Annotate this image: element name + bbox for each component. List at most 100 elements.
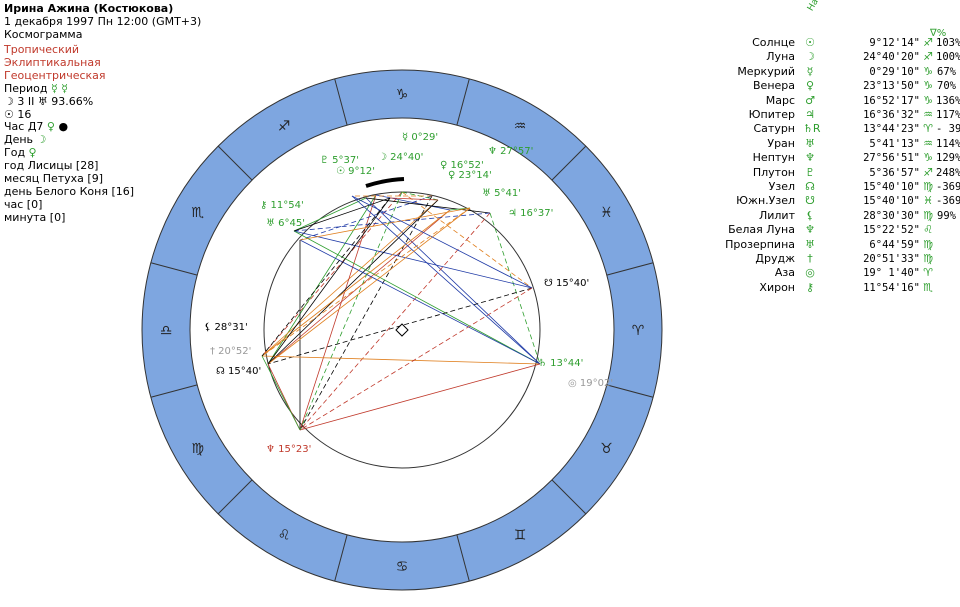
sun-row: ☉ 16	[4, 107, 134, 122]
aspect-line	[261, 197, 391, 357]
aspect-line	[261, 355, 541, 365]
planet-name: Венера	[753, 79, 795, 93]
sun-value: 16	[17, 107, 32, 121]
chart-planet-label: ☽ 24°40'	[378, 152, 423, 163]
chart-planet-label: ☋ 15°40'	[544, 278, 589, 289]
aspect-line	[375, 194, 451, 211]
planet-degree: 20°51'33"	[863, 253, 920, 265]
planet-name: Луна	[766, 50, 795, 64]
info-panel: Тропический Эклиптикальная Геоцентрическ…	[4, 43, 134, 225]
planet-degree: 15°22'52"	[863, 224, 920, 237]
planet-degree: 5°41'13"	[869, 137, 920, 150]
planet-row: Хирон ⚷ 11°54'16" ♏	[700, 281, 956, 295]
period-glyphs: ☿ ☿	[51, 81, 69, 95]
planet-glyph-icon: ♅	[805, 237, 815, 251]
zodiac-sign-glyph: ♉	[600, 441, 613, 457]
planet-percent: 67%	[937, 65, 956, 78]
planet-degree: 6°44'59"	[869, 238, 920, 251]
chart-planet-label: ♄ 13°44'	[538, 358, 583, 369]
planet-row: Марс ♂ 16°52'17" ♑ 136%	[700, 94, 960, 108]
planet-sign-icon: ♐	[923, 36, 933, 49]
planet-percent: 103%	[936, 37, 960, 49]
sign-divider	[551, 479, 587, 515]
chart-planet-label: ⚷ 11°54'	[260, 200, 304, 211]
planet-row: Нептун ♆ 27°56'51" ♑ 129%	[700, 151, 960, 165]
planet-glyph-icon: ☉	[805, 36, 815, 49]
planet-glyph-icon: ♃	[805, 108, 815, 121]
cosmogram-wheel: ♐ ♑ ♒ ♓ ♈ ♉ ♊ ♋ ♌ ♍ ♎ ♏ ☿ 0°29' ☽ 24°40' ♀ 16°52' ♆ 27…	[141, 69, 663, 591]
planet-degree: 28°30'30"	[863, 209, 920, 222]
period-label: Период	[4, 81, 48, 95]
chart-planet-label: ♃ 16°37'	[508, 208, 553, 219]
aspect-line	[299, 363, 541, 431]
planet-degree: 13°44'23"	[863, 123, 920, 136]
planet-percent: 117%	[936, 109, 960, 121]
planet-name: Меркурий	[737, 64, 795, 78]
chart-planet-label: ♆ 27°57'	[488, 146, 533, 157]
chart-planet-label: ☉ 9°12'	[336, 166, 375, 177]
planet-glyph-icon: ☿	[806, 64, 814, 78]
planet-name: Прозерпина	[725, 237, 795, 251]
planet-percent: 136%	[936, 94, 960, 107]
planet-sign-icon: ♒	[923, 136, 933, 150]
sun-icon: ☉	[4, 107, 14, 121]
planet-sign-icon: ♍	[923, 237, 933, 251]
planet-sign-icon: ♈	[923, 266, 933, 280]
hour-label: Час Д7	[4, 120, 44, 134]
planet-glyph-icon: ♀	[805, 79, 815, 93]
aspect-line	[293, 197, 391, 232]
person-name: Ирина Ажина (Костюкова)	[4, 2, 174, 15]
zodiac-sign-glyph: ♍	[191, 441, 204, 457]
planet-percent: - 39%	[936, 123, 960, 136]
planet-sign-icon: ♐	[923, 165, 933, 179]
zodiac-sign-glyph: ♌	[278, 527, 291, 543]
zodiac-sign-glyph: ♓	[600, 205, 613, 221]
planet-name: Узел	[768, 180, 795, 193]
planet-glyph-icon: ♇	[805, 165, 815, 179]
zodiac-sign-glyph: ♊	[514, 527, 527, 543]
moon-icon: ☽	[36, 133, 47, 147]
aspect-line	[261, 207, 471, 357]
planet-row: Меркурий ☿ 0°29'10" ♑ 67%	[700, 65, 956, 79]
aspect-line	[299, 287, 533, 431]
planet-name: Нептун	[752, 151, 795, 165]
zodiac-sign-glyph: ♑	[396, 87, 409, 103]
planet-percent: 129%	[936, 152, 960, 165]
setting-coords: Эклиптикальная	[4, 55, 101, 69]
planet-glyph-icon: ♆	[805, 151, 815, 165]
planet-name: Южн.Узел	[736, 194, 795, 208]
planet-sign-icon: ♑	[923, 79, 933, 93]
planet-name: Аза	[774, 266, 795, 280]
planet-sign-icon: ♓	[923, 194, 933, 208]
year-animal: год Лисицы [28]	[4, 159, 99, 173]
planet-row: Белая Луна ♆ 15°22'52" ♌	[700, 223, 956, 237]
zodiac-sign-glyph: ♏	[191, 205, 204, 221]
planet-labels: ☿ 0°29' ☽ 24°40' ♀ 16°52' ♆ 27°57' ♇ 5°37'☉ …	[204, 132, 613, 455]
planet-degree: 19° 1'40"	[863, 267, 920, 280]
moon-phase-b: ♅ 93.66%	[37, 94, 94, 108]
planet-percent: 248%	[936, 166, 960, 179]
chart-planet-label: ♆ 15°23'	[266, 444, 311, 455]
black-dot-icon: ●	[58, 120, 69, 134]
chart-planet-label: ♀ 16°52'	[440, 160, 484, 171]
zodiac-sign-glyph: ♒	[514, 119, 527, 135]
planet-glyph-icon: ⚷	[805, 280, 815, 294]
zodiac-sign-glyph: ♐	[278, 119, 291, 135]
planet-row: Солнце ☉ 9°12'14" ♐ 103%	[700, 36, 960, 50]
aspect-line	[299, 195, 433, 431]
planet-degree: 0°29'10"	[869, 65, 920, 78]
minute-value: минута [0]	[4, 210, 66, 224]
planet-sign-icon: ♍	[923, 208, 933, 222]
planet-percent: 70%	[937, 80, 956, 93]
planet-row: Узел ☊ 15°40'10"♍-369%	[700, 180, 960, 194]
aspect-line	[299, 191, 403, 431]
stellium-arc	[365, 177, 405, 188]
planet-name: Сатурн	[753, 122, 795, 136]
planet-row: Аза ◎ 19° 1'40" ♈	[700, 266, 956, 280]
center-diamond-icon	[395, 323, 409, 337]
planet-degree: 15°40'10"	[863, 181, 920, 193]
chart-planet-label: ☿ 0°29'	[402, 132, 438, 143]
planet-percent: 114%	[936, 137, 960, 150]
aspect-line	[299, 212, 491, 431]
planet-row: Юпитер ♃ 16°36'32" ♒ 117%	[700, 108, 960, 122]
